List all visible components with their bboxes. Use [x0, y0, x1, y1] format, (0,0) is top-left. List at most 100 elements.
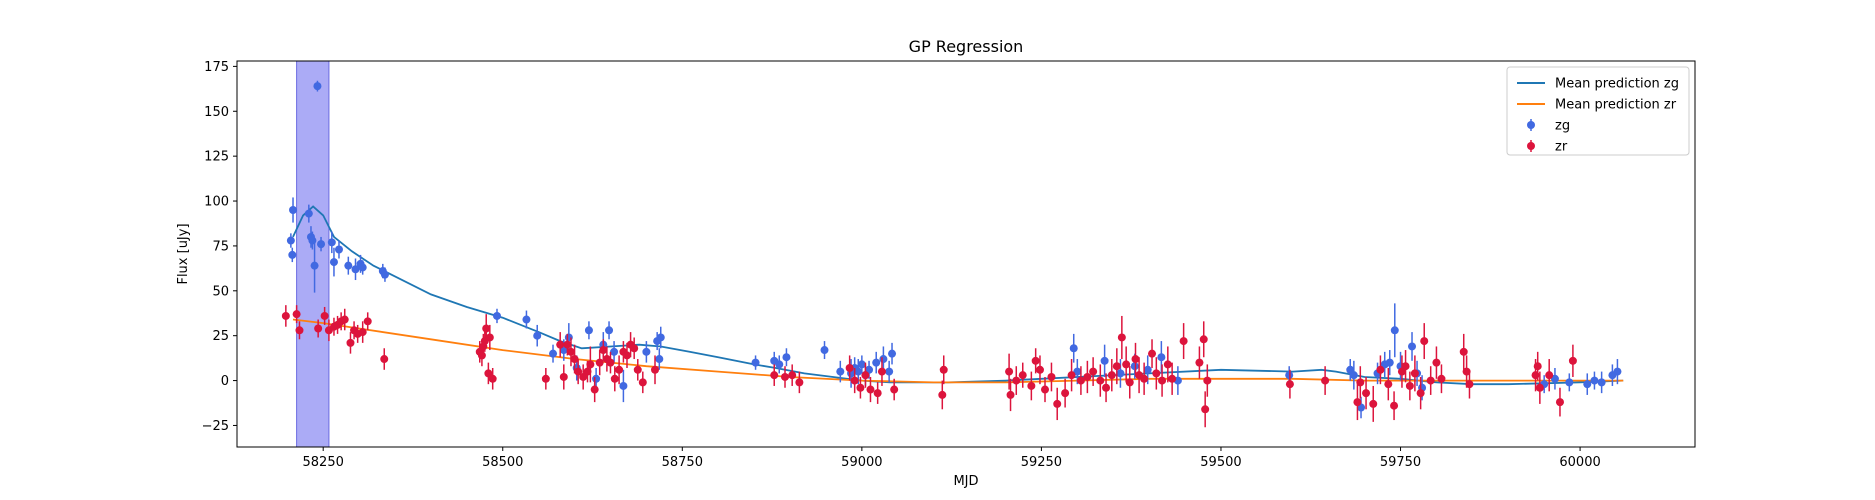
data-point — [1385, 358, 1394, 367]
data-point — [541, 374, 550, 383]
data-point — [1203, 376, 1212, 385]
data-point — [873, 389, 882, 398]
data-point — [1349, 371, 1358, 380]
data-point — [1376, 365, 1385, 374]
data-point — [856, 383, 865, 392]
data-point — [656, 333, 665, 342]
x-axis-label: MJD — [953, 474, 978, 489]
data-point — [566, 347, 575, 356]
data-point — [1462, 367, 1471, 376]
data-point — [320, 311, 329, 320]
y-axis: −25 0 25 50 75 100 125 150 175 — [202, 60, 237, 434]
data-point — [1362, 389, 1371, 398]
data-point — [1568, 356, 1577, 365]
data-point — [310, 261, 319, 270]
data-point — [570, 355, 579, 364]
data-point — [788, 371, 797, 380]
legend-label: zr — [1555, 140, 1568, 155]
data-point — [782, 353, 791, 362]
data-point — [1031, 356, 1040, 365]
data-point — [1073, 367, 1082, 376]
data-point — [857, 360, 866, 369]
x-tick-label: 59750 — [1380, 455, 1421, 470]
data-point — [1168, 374, 1177, 383]
data-point — [1356, 378, 1365, 387]
data-point — [1148, 349, 1157, 358]
data-point — [584, 326, 593, 335]
data-point — [549, 349, 558, 358]
data-point — [1083, 372, 1092, 381]
data-point — [1535, 383, 1544, 392]
data-point — [1416, 389, 1425, 398]
data-point — [615, 365, 624, 374]
data-point — [1143, 365, 1152, 374]
data-point — [1390, 401, 1399, 410]
data-point — [1102, 383, 1111, 392]
data-point — [1550, 374, 1559, 383]
data-point — [1545, 371, 1554, 380]
data-point — [1158, 376, 1167, 385]
legend-label: Mean prediction zg — [1555, 77, 1679, 92]
x-tick-label: 59500 — [1200, 455, 1241, 470]
data-point — [477, 351, 486, 360]
data-point — [313, 82, 322, 91]
legend-item: zr — [1527, 140, 1568, 155]
data-point — [751, 358, 760, 367]
data-point — [1107, 371, 1116, 380]
data-point — [590, 385, 599, 394]
data-point — [890, 385, 899, 394]
y-tick-label: 0 — [221, 374, 229, 389]
plot-content — [281, 61, 1624, 447]
y-tick-label: 50 — [212, 284, 229, 299]
data-point — [1117, 333, 1126, 342]
data-point — [1112, 362, 1121, 371]
data-point — [939, 365, 948, 374]
data-point — [1116, 369, 1125, 378]
data-point — [938, 390, 947, 399]
data-point — [1405, 381, 1414, 390]
data-point — [1122, 360, 1131, 369]
data-point — [1163, 360, 1172, 369]
chart-title: GP Regression — [909, 37, 1024, 56]
series-mean-prediction-zg — [292, 205, 1624, 386]
data-point — [1369, 399, 1378, 408]
data-point — [1590, 376, 1599, 385]
data-point — [286, 236, 295, 245]
data-point — [288, 250, 297, 259]
data-point — [1459, 347, 1468, 356]
legend-label: Mean prediction zr — [1555, 98, 1677, 113]
data-point — [655, 355, 664, 364]
data-point — [619, 381, 628, 390]
data-point — [610, 347, 619, 356]
x-axis: 58250 58500 58750 59000 59250 59500 59750 60000 — [303, 447, 1601, 470]
data-point — [888, 349, 897, 358]
data-point — [563, 340, 572, 349]
data-point — [1125, 378, 1134, 387]
data-point — [488, 374, 497, 383]
data-point — [1067, 371, 1076, 380]
data-point — [1201, 405, 1210, 414]
data-point — [592, 374, 601, 383]
highlight-band — [296, 61, 330, 447]
x-tick-label: 58250 — [303, 455, 344, 470]
data-point — [1018, 371, 1027, 380]
data-point — [781, 372, 790, 381]
data-point — [485, 333, 494, 342]
data-point — [1426, 376, 1435, 385]
data-point — [1401, 362, 1410, 371]
data-point — [795, 378, 804, 387]
legend-item: Mean prediction zr — [1517, 98, 1677, 113]
data-point — [877, 367, 886, 376]
data-point — [1047, 372, 1056, 381]
data-point — [351, 265, 360, 274]
data-point — [872, 358, 881, 367]
y-tick-label: 175 — [204, 60, 229, 75]
data-point — [1555, 398, 1564, 407]
data-point — [292, 310, 301, 319]
data-point — [850, 376, 859, 385]
data-point — [1089, 367, 1098, 376]
data-point — [586, 360, 595, 369]
series-mean-prediction-zr — [292, 318, 1624, 384]
data-point — [1465, 380, 1474, 389]
data-point — [492, 311, 501, 320]
